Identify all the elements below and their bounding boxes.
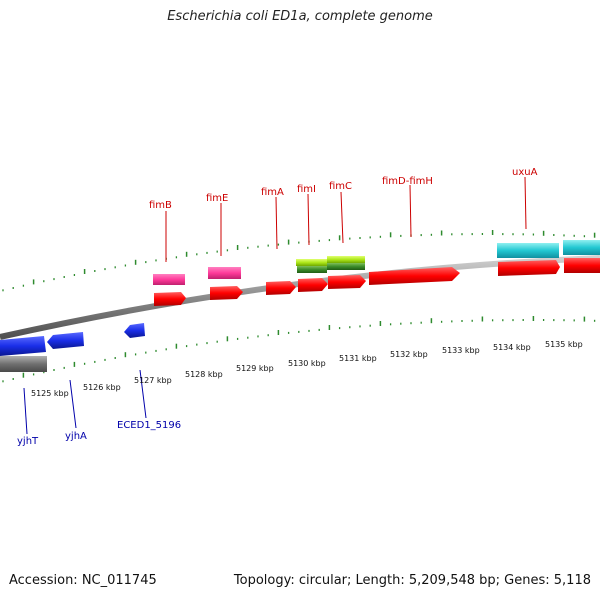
tick-label: 5128 kbp <box>185 370 223 379</box>
fimE-pink-feature <box>208 267 241 279</box>
bottom-label-leaders <box>23 369 147 435</box>
accession-text: Accession: NC_011745 <box>9 573 157 588</box>
fimB-gene-arrow <box>154 292 186 306</box>
tick-label: 5133 kbp <box>442 346 480 355</box>
yjhT-gene-arrow <box>0 336 46 356</box>
tick-label: 5135 kbp <box>545 340 583 349</box>
label-yjhA: yjhA <box>65 431 87 442</box>
tick-marks <box>2 230 596 383</box>
tick-label: 5125 kbp <box>31 389 69 398</box>
ECED1_5196-gene-arrow <box>124 323 145 338</box>
tick-label: 5134 kbp <box>493 343 531 352</box>
top-label-leaders <box>165 176 527 262</box>
fimD-fimH-gene-arrow <box>369 267 460 285</box>
tick-label: 5132 kbp <box>390 350 428 359</box>
genome-title: Escherichia coli ED1a, complete genome <box>167 9 433 24</box>
label-fimE: fimE <box>206 193 228 204</box>
tick-label: 5130 kbp <box>288 359 326 368</box>
tick-label: 5131 kbp <box>339 354 377 363</box>
fimC-green-feature <box>327 263 365 270</box>
label-yjhT: yjhT <box>17 436 39 447</box>
label-fimA: fimA <box>261 187 284 198</box>
tick-label: 5127 kbp <box>134 376 172 385</box>
bottom-gene-labels: yjhT yjhA ECED1_5196 <box>17 420 181 447</box>
yjhA-gene-arrow <box>47 332 84 349</box>
kbp-labels: 5125 kbp 5126 kbp 5127 kbp 5128 kbp 5129… <box>31 340 583 398</box>
label-fimD-fimH: fimD-fimH <box>382 176 433 187</box>
fimC-lime-feature <box>327 256 365 263</box>
fimA-gene-arrow <box>266 281 296 295</box>
label-uxuA: uxuA <box>512 167 538 178</box>
topology-text: Topology: circular; Length: 5,209,548 bp… <box>233 573 591 588</box>
fimI-gene-arrow <box>298 278 328 292</box>
forward-strand-genes <box>153 240 600 306</box>
label-fimB: fimB <box>149 200 172 211</box>
fimI-green-feature <box>297 266 327 273</box>
tick-label: 5129 kbp <box>236 364 274 373</box>
fimB-pink-feature <box>153 274 185 285</box>
cyan-feature-edge <box>563 240 600 255</box>
fimI-lime-feature <box>296 259 327 266</box>
fimE-gene-arrow <box>210 286 243 300</box>
reverse-strand-genes <box>0 323 145 372</box>
uxuA-cyan-feature <box>497 243 559 258</box>
tick-label: 5126 kbp <box>83 383 121 392</box>
gray-feature <box>0 356 47 372</box>
red-feature-edge <box>564 258 600 273</box>
label-fimC: fimC <box>329 181 352 192</box>
uxuA-gene-arrow <box>498 260 560 276</box>
label-ECED1_5196: ECED1_5196 <box>117 420 181 431</box>
label-fimI: fimI <box>297 184 316 195</box>
fimC-gene-arrow <box>328 275 366 289</box>
top-gene-labels: fimB fimE fimA fimI fimC fimD-fimH uxuA <box>149 167 538 211</box>
